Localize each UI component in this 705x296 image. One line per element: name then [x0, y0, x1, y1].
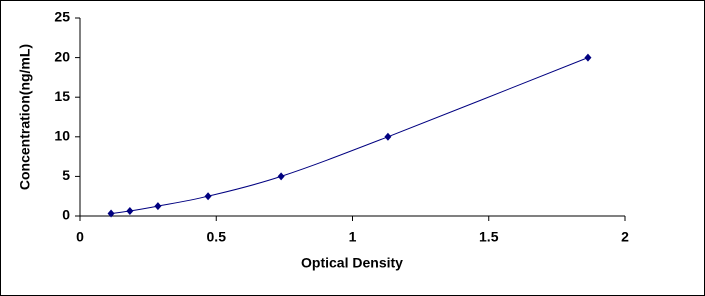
x-tick-label: 0.5 — [207, 229, 227, 245]
y-tick-label: 20 — [54, 48, 70, 64]
y-tick-label: 25 — [54, 9, 70, 25]
y-axis-title: Concentration(ng/mL) — [17, 44, 33, 190]
y-tick-label: 10 — [54, 128, 70, 144]
data-point — [204, 192, 212, 201]
data-point — [107, 209, 115, 218]
x-tick-label: 1.5 — [479, 229, 499, 245]
data-point — [584, 53, 592, 62]
y-tick-label: 15 — [54, 88, 70, 104]
y-tick-label: 0 — [62, 207, 70, 223]
data-point — [277, 172, 285, 181]
x-tick-label: 2 — [621, 229, 629, 245]
x-axis-title: Optical Density — [301, 255, 403, 271]
data-point — [126, 207, 134, 216]
y-tick-label: 5 — [62, 167, 70, 183]
data-point — [384, 132, 392, 141]
x-tick-label: 1 — [349, 229, 357, 245]
data-point — [154, 202, 162, 211]
x-tick-label: 0 — [76, 229, 84, 245]
